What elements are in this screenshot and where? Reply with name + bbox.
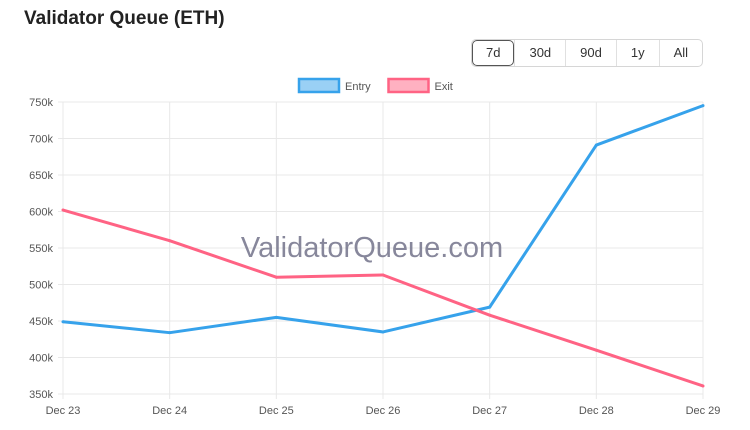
y-tick-label: 700k — [29, 134, 53, 146]
data-point-exit — [381, 273, 385, 277]
data-point-entry — [701, 104, 705, 108]
page-title: Validator Queue (ETH) — [24, 8, 225, 29]
legend-label-entry: Entry — [345, 81, 371, 93]
data-point-entry — [274, 315, 278, 319]
data-point-exit — [701, 384, 705, 388]
data-point-entry — [168, 331, 172, 335]
legend-label-exit: Exit — [435, 81, 453, 93]
data-point-entry — [488, 305, 492, 309]
x-tick-label: Dec 28 — [579, 405, 614, 417]
x-tick-label: Dec 29 — [686, 405, 721, 417]
watermark: ValidatorQueue.com — [241, 232, 503, 264]
y-tick-label: 350k — [29, 389, 53, 401]
y-tick-label: 750k — [29, 97, 53, 109]
y-tick-label: 400k — [29, 353, 53, 365]
y-tick-label: 650k — [29, 170, 53, 182]
x-tick-label: Dec 23 — [46, 405, 81, 417]
data-point-exit — [274, 275, 278, 279]
range-30d-button[interactable]: 30d — [514, 40, 565, 66]
range-7d-button[interactable]: 7d — [472, 40, 515, 66]
data-point-exit — [61, 208, 65, 212]
data-point-exit — [168, 239, 172, 243]
x-tick-label: Dec 25 — [259, 405, 294, 417]
legend-swatch-entry — [297, 77, 341, 94]
y-tick-label: 500k — [29, 280, 53, 292]
x-tick-label: Dec 27 — [472, 405, 507, 417]
x-tick-label: Dec 26 — [366, 405, 401, 417]
range-1y-button[interactable]: 1y — [615, 40, 659, 66]
range-90d-button[interactable]: 90d — [565, 40, 616, 66]
data-point-exit — [594, 348, 598, 352]
y-tick-label: 450k — [29, 316, 53, 328]
data-point-exit — [488, 313, 492, 317]
range-selector: 7d 30d 90d 1y All — [471, 39, 704, 67]
data-point-entry — [61, 320, 65, 324]
data-point-entry — [594, 143, 598, 147]
y-tick-label: 550k — [29, 243, 53, 255]
range-all-button[interactable]: All — [658, 40, 702, 66]
y-tick-label: 600k — [29, 207, 53, 219]
data-point-entry — [381, 330, 385, 334]
x-tick-label: Dec 24 — [152, 405, 187, 417]
legend-swatch-exit — [387, 77, 430, 94]
